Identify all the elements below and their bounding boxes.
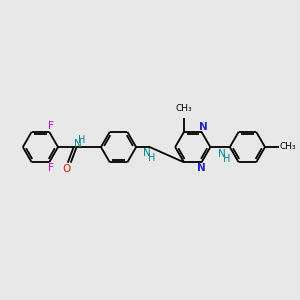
Text: CH₃: CH₃ xyxy=(280,142,296,151)
Text: O: O xyxy=(63,164,71,174)
Text: H: H xyxy=(148,153,155,163)
Text: H: H xyxy=(223,154,231,164)
Text: H: H xyxy=(78,135,85,145)
Text: F: F xyxy=(48,163,54,173)
Text: N: N xyxy=(199,122,208,132)
Text: N: N xyxy=(218,149,226,159)
Text: N: N xyxy=(197,163,206,173)
Text: CH₃: CH₃ xyxy=(176,104,192,113)
Text: F: F xyxy=(48,121,54,131)
Text: N: N xyxy=(143,148,151,158)
Text: N: N xyxy=(74,139,82,149)
